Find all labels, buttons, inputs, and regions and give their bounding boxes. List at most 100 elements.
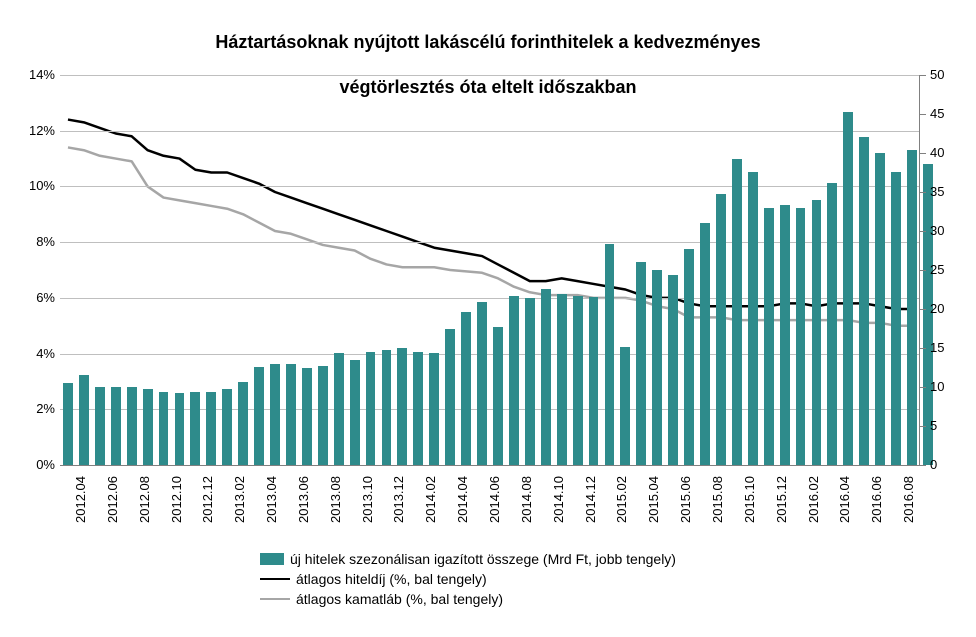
x-tick-label: 2016.08 bbox=[901, 476, 916, 523]
x-tick-label: 2015.06 bbox=[678, 476, 693, 523]
y-right-tick bbox=[920, 309, 926, 310]
bar bbox=[175, 393, 185, 465]
bar bbox=[875, 153, 885, 465]
y-right-tick-label: 15 bbox=[930, 340, 960, 355]
legend-label: új hitelek szezonálisan igazított összeg… bbox=[290, 551, 676, 567]
legend-swatch-line bbox=[260, 578, 290, 580]
bar bbox=[525, 298, 535, 465]
legend-label: átlagos kamatláb (%, bal tengely) bbox=[296, 591, 503, 607]
y-left-tick-label: 14% bbox=[15, 67, 55, 82]
y-right-tick bbox=[920, 192, 926, 193]
bar bbox=[477, 302, 487, 465]
x-tick-label: 2013.08 bbox=[328, 476, 343, 523]
bar bbox=[445, 329, 455, 465]
y-left-tick-label: 12% bbox=[15, 123, 55, 138]
legend: új hitelek szezonálisan igazított összeg… bbox=[0, 548, 976, 610]
x-tick-label: 2015.02 bbox=[614, 476, 629, 523]
bar bbox=[111, 387, 121, 465]
bar bbox=[764, 208, 774, 465]
chart-container: Háztartásoknak nyújtott lakáscélú forint… bbox=[0, 0, 976, 637]
x-tick-label: 2012.06 bbox=[105, 476, 120, 523]
y-left-tick-label: 4% bbox=[15, 346, 55, 361]
y-right-tick bbox=[920, 348, 926, 349]
bar bbox=[127, 387, 137, 465]
line-layer bbox=[60, 75, 920, 465]
bar bbox=[254, 367, 264, 465]
x-tick-label: 2013.04 bbox=[264, 476, 279, 523]
bar bbox=[318, 366, 328, 465]
bar bbox=[573, 296, 583, 465]
y-right-tick bbox=[920, 114, 926, 115]
bar bbox=[143, 389, 153, 465]
bar bbox=[716, 194, 726, 465]
bar bbox=[700, 223, 710, 465]
gridline bbox=[60, 354, 920, 355]
bar bbox=[461, 312, 471, 465]
bar bbox=[334, 353, 344, 465]
bar bbox=[382, 350, 392, 465]
x-tick-label: 2013.12 bbox=[391, 476, 406, 523]
y-right-tick-label: 30 bbox=[930, 223, 960, 238]
bar bbox=[827, 183, 837, 465]
bar bbox=[509, 296, 519, 465]
y-right-tick bbox=[920, 465, 926, 466]
legend-swatch-line bbox=[260, 598, 290, 600]
bar bbox=[286, 364, 296, 465]
gridline bbox=[60, 242, 920, 243]
legend-item: átlagos kamatláb (%, bal tengely) bbox=[260, 590, 976, 608]
x-tick-label: 2016.04 bbox=[837, 476, 852, 523]
bar bbox=[812, 200, 822, 465]
bar bbox=[605, 244, 615, 465]
x-tick-label: 2013.10 bbox=[360, 476, 375, 523]
y-right-tick bbox=[920, 75, 926, 76]
x-tick-label: 2016.02 bbox=[806, 476, 821, 523]
gridline bbox=[60, 409, 920, 410]
x-tick-label: 2014.04 bbox=[455, 476, 470, 523]
y-right-tick bbox=[920, 231, 926, 232]
bar bbox=[493, 327, 503, 465]
y-left-tick-label: 10% bbox=[15, 178, 55, 193]
bar bbox=[684, 249, 694, 465]
bar bbox=[350, 360, 360, 465]
x-tick-label: 2012.08 bbox=[137, 476, 152, 523]
y-right-tick-label: 0 bbox=[930, 457, 960, 472]
y-right-tick-label: 5 bbox=[930, 418, 960, 433]
bar bbox=[652, 270, 662, 465]
bar bbox=[636, 262, 646, 465]
bar bbox=[748, 172, 758, 465]
bar bbox=[190, 392, 200, 465]
y-left-tick-label: 0% bbox=[15, 457, 55, 472]
bar bbox=[413, 352, 423, 465]
plot-area bbox=[60, 75, 920, 465]
bar bbox=[557, 294, 567, 465]
y-right-axis-line bbox=[919, 75, 920, 465]
bar bbox=[63, 383, 73, 465]
y-right-tick-label: 10 bbox=[930, 379, 960, 394]
y-left-tick-label: 2% bbox=[15, 401, 55, 416]
title-line-1: Háztartásoknak nyújtott lakáscélú forint… bbox=[215, 32, 760, 52]
legend-item: új hitelek szezonálisan igazított összeg… bbox=[260, 550, 976, 568]
bar bbox=[222, 389, 232, 465]
gridline bbox=[60, 131, 920, 132]
bar bbox=[397, 348, 407, 465]
y-left-tick-label: 8% bbox=[15, 234, 55, 249]
x-tick-label: 2015.08 bbox=[710, 476, 725, 523]
y-right-tick-label: 25 bbox=[930, 262, 960, 277]
y-right-tick bbox=[920, 153, 926, 154]
legend-label: átlagos hiteldíj (%, bal tengely) bbox=[296, 571, 487, 587]
bar bbox=[79, 375, 89, 465]
bar bbox=[366, 352, 376, 465]
y-right-tick bbox=[920, 270, 926, 271]
bar bbox=[732, 159, 742, 465]
x-tick-label: 2015.04 bbox=[646, 476, 661, 523]
x-tick-label: 2014.10 bbox=[551, 476, 566, 523]
bar bbox=[859, 137, 869, 465]
gridline bbox=[60, 186, 920, 187]
bar bbox=[429, 353, 439, 465]
y-right-tick bbox=[920, 387, 926, 388]
bar bbox=[780, 205, 790, 465]
bar bbox=[620, 347, 630, 465]
x-tick-label: 2014.06 bbox=[487, 476, 502, 523]
x-tick-label: 2014.12 bbox=[583, 476, 598, 523]
bar bbox=[270, 364, 280, 465]
